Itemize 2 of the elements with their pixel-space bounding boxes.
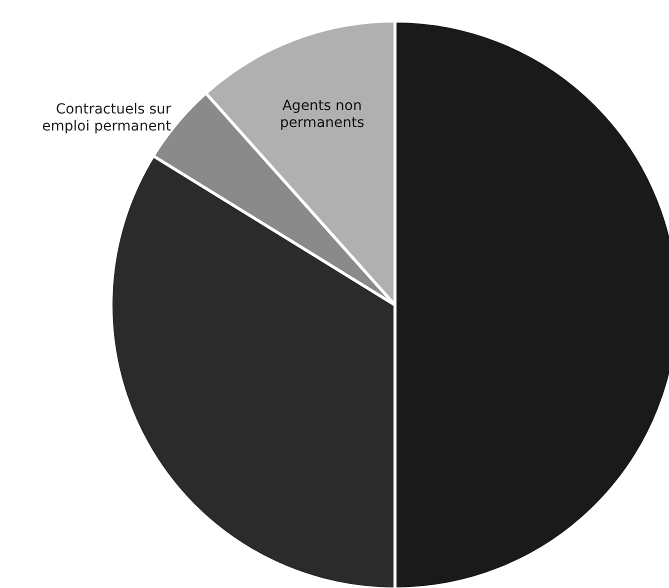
slice-label: Contractuels sur emploi permanent: [42, 101, 172, 134]
slice-label: Agents non permanents: [280, 98, 364, 131]
